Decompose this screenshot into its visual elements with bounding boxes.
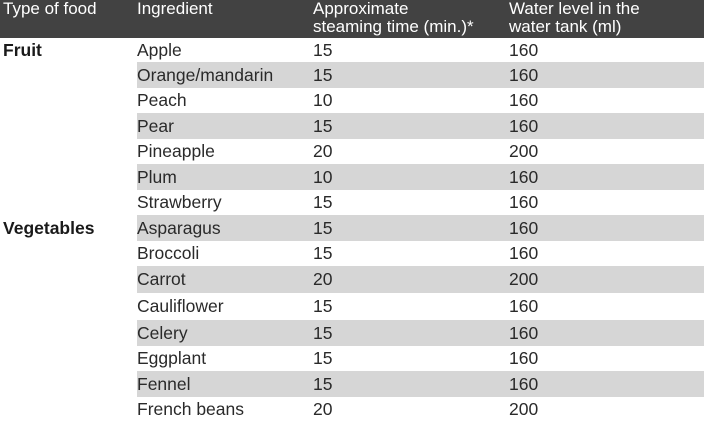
row-shading xyxy=(137,38,704,62)
cell-water-level: 160 xyxy=(509,296,539,316)
cell-water-level: 160 xyxy=(509,192,539,212)
cell-steaming-time: 20 xyxy=(313,141,333,161)
row-shading xyxy=(137,266,704,293)
cell-type-of-food: Fruit xyxy=(3,39,42,60)
cell-water-level: 160 xyxy=(509,217,539,238)
cell-steaming-time: 10 xyxy=(313,90,333,110)
cell-steaming-time: 15 xyxy=(313,192,333,212)
cell-steaming-time: 15 xyxy=(313,64,333,85)
cell-water-level: 160 xyxy=(509,64,539,85)
header-steaming-time: Approximate steaming time (min.)* xyxy=(313,0,474,36)
row-shading xyxy=(137,346,704,371)
cell-ingredient: Orange/mandarin xyxy=(137,64,274,85)
cell-steaming-time: 15 xyxy=(313,373,333,394)
header-type-of-food: Type of food xyxy=(3,0,97,18)
table-row: Broccoli 15 160 xyxy=(0,241,704,266)
cell-ingredient: Apple xyxy=(137,39,182,60)
row-shading xyxy=(137,62,704,88)
cell-ingredient: Strawberry xyxy=(137,192,222,212)
row-shading xyxy=(137,371,704,397)
cell-steaming-time: 15 xyxy=(313,39,333,60)
header-type-line-1: Type of food xyxy=(3,0,97,18)
row-shading xyxy=(137,241,704,266)
cell-type-of-food: Vegetables xyxy=(3,217,95,238)
row-shading xyxy=(137,113,704,139)
cell-ingredient: Celery xyxy=(137,322,188,343)
row-shading xyxy=(137,320,704,346)
table-row: Pear 15 160 xyxy=(0,113,704,139)
cell-ingredient: Eggplant xyxy=(137,348,207,368)
table-row: Plum 10 160 xyxy=(0,164,704,190)
table-row: Fennel 15 160 xyxy=(0,371,704,397)
cell-water-level: 200 xyxy=(509,399,539,419)
header-water-line-2: water tank (ml) xyxy=(509,17,622,36)
cell-ingredient: French beans xyxy=(137,399,245,419)
header-water-line-1: Water level in the xyxy=(509,0,640,18)
table-row: Carrot 20 200 xyxy=(0,266,704,293)
cell-ingredient: Peach xyxy=(137,90,187,110)
header-water-level: Water level in the water tank (ml) xyxy=(509,0,640,36)
cell-ingredient: Cauliflower xyxy=(137,296,224,316)
cell-water-level: 200 xyxy=(509,141,539,161)
table-header: Type of food Ingredient Approximate stea… xyxy=(0,0,704,38)
table-row: Celery 15 160 xyxy=(0,320,704,346)
header-ingredient: Ingredient xyxy=(137,0,213,18)
table-row: Orange/mandarin 15 160 xyxy=(0,62,704,88)
table-row: Fruit Apple 15 160 xyxy=(0,38,704,62)
cell-ingredient: Asparagus xyxy=(137,217,221,238)
row-shading xyxy=(137,215,704,241)
cell-water-level: 160 xyxy=(509,373,539,394)
header-time-line-1: Approximate xyxy=(313,0,409,18)
cell-water-level: 160 xyxy=(509,348,539,368)
cell-steaming-time: 15 xyxy=(313,348,333,368)
cell-water-level: 160 xyxy=(509,115,539,136)
row-shading xyxy=(137,139,704,164)
table-row: Vegetables Asparagus 15 160 xyxy=(0,215,704,241)
cell-water-level: 200 xyxy=(509,269,539,289)
cell-ingredient: Broccoli xyxy=(137,243,200,263)
cell-steaming-time: 20 xyxy=(313,399,333,419)
table-row: Cauliflower 15 160 xyxy=(0,293,704,320)
cell-water-level: 160 xyxy=(509,322,539,343)
cell-steaming-time: 10 xyxy=(313,166,333,187)
cell-water-level: 160 xyxy=(509,90,539,110)
cell-steaming-time: 20 xyxy=(313,269,333,289)
table-row: French beans 20 200 xyxy=(0,397,704,422)
cell-ingredient: Fennel xyxy=(137,373,191,394)
row-shading xyxy=(137,88,704,113)
row-shading xyxy=(137,164,704,190)
row-shading xyxy=(137,190,704,215)
cell-steaming-time: 15 xyxy=(313,296,333,316)
cell-steaming-time: 15 xyxy=(313,115,333,136)
cell-steaming-time: 15 xyxy=(313,243,333,263)
cell-steaming-time: 15 xyxy=(313,217,333,238)
table-row: Pineapple 20 200 xyxy=(0,139,704,164)
cell-steaming-time: 15 xyxy=(313,322,333,343)
cell-water-level: 160 xyxy=(509,166,539,187)
table-row: Peach 10 160 xyxy=(0,88,704,113)
cell-water-level: 160 xyxy=(509,243,539,263)
cell-water-level: 160 xyxy=(509,39,539,60)
header-time-line-2: steaming time (min.)* xyxy=(313,17,474,36)
cell-ingredient: Pineapple xyxy=(137,141,215,161)
cell-ingredient: Pear xyxy=(137,115,174,136)
table-row: Strawberry 15 160 xyxy=(0,190,704,215)
header-ingredient-line-1: Ingredient xyxy=(137,0,213,18)
cell-ingredient: Carrot xyxy=(137,269,186,289)
cell-ingredient: Plum xyxy=(137,166,177,187)
table-row: Eggplant 15 160 xyxy=(0,346,704,371)
